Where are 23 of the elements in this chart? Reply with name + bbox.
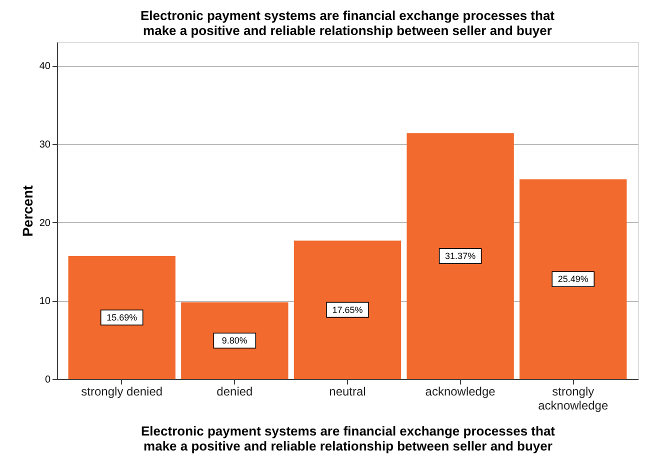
x-tick-label: strongly acknowledge (538, 384, 608, 412)
data-label: 17.65% (332, 304, 363, 315)
data-label: 31.37% (445, 251, 476, 262)
data-label: 15.69% (106, 312, 138, 323)
y-tick-label: 30 (39, 139, 51, 150)
y-tick-label: 40 (39, 61, 51, 72)
y-tick-label: 0 (44, 374, 51, 386)
x-tick-label: acknowledge (425, 384, 496, 398)
bar (68, 256, 176, 379)
bar (406, 133, 514, 379)
bar (294, 240, 402, 379)
chart-title: Electronic payment systems are financial exchange processes that make a positive and reliable relationship between seller and buyer (140, 8, 556, 38)
y-tick-label: 20 (39, 218, 51, 229)
y-tick-label: 10 (39, 296, 51, 308)
x-axis-title: Electronic payment systems are financial exchange processes that make a positive and reliable relationship between seller and buyer (140, 424, 556, 454)
x-tick-label: neutral (329, 384, 366, 398)
x-tick-label: strongly denied (81, 384, 163, 398)
data-label: 25.49% (558, 274, 588, 284)
data-label: 9.80% (222, 336, 248, 346)
x-tick-label: denied (216, 384, 253, 398)
y-axis-title: Percent (19, 184, 36, 237)
bar (181, 302, 288, 379)
bar (520, 179, 627, 379)
